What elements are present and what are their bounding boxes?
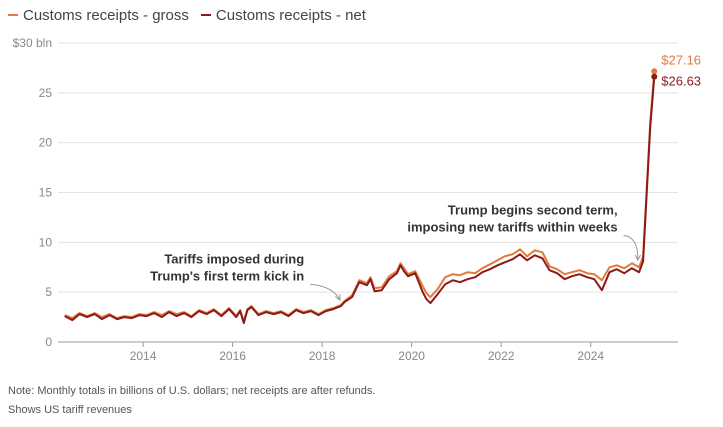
- annotations: Tariffs imposed during Trump's first term…: [150, 202, 641, 302]
- series-end-point-net: [651, 73, 658, 80]
- y-tick-label: 10: [39, 235, 53, 249]
- legend: Customs receipts - gross Customs receipt…: [8, 4, 378, 26]
- y-tick-label: 20: [39, 136, 53, 150]
- x-tick-label: 2024: [577, 349, 604, 363]
- annotation-text: Trump's first term kick in: [150, 268, 304, 283]
- series-line-net: [64, 76, 656, 325]
- annotation-arrow-line: [310, 283, 341, 301]
- series-end-point-gross: [651, 68, 658, 75]
- legend-label-gross: Customs receipts - gross: [23, 6, 189, 24]
- x-tick-label: 2022: [488, 349, 515, 363]
- footnote: Note: Monthly totals in billions of U.S.…: [8, 385, 376, 397]
- x-tick-label: 2020: [398, 349, 425, 363]
- series-line-gross: [64, 71, 656, 323]
- legend-item-gross: Customs receipts - gross: [8, 7, 189, 24]
- x-tick-label: 2014: [130, 349, 157, 363]
- y-axis: $30 bln 0 5 10 15 20 25: [13, 36, 53, 349]
- annotation-arrow-head: [634, 254, 641, 262]
- y-tick-label: 25: [39, 86, 53, 100]
- annotation-text: Trump begins second term,: [448, 202, 618, 217]
- legend-label-net: Customs receipts - net: [215, 6, 366, 24]
- series-lines: $27.16 $26.63: [64, 52, 701, 325]
- x-tick-label: 2016: [219, 349, 246, 363]
- legend-item-net: Customs receipts - net: [200, 6, 366, 24]
- legend-swatch-gross: [8, 14, 18, 16]
- y-tick-label: 5: [45, 285, 52, 299]
- annotation-text: Tariffs imposed during: [164, 251, 304, 266]
- y-tick-label-top: $30 bln: [13, 36, 52, 50]
- grid-lines: [58, 42, 678, 343]
- source-note: Shows US tariff revenues: [8, 404, 132, 416]
- annotation-arrow-line: [623, 234, 639, 261]
- y-tick-label: 15: [39, 186, 53, 200]
- data-label-net: $26.63: [661, 74, 701, 89]
- x-tick-label: 2018: [309, 349, 336, 363]
- legend-swatch-net: [200, 14, 211, 16]
- annotation-text: imposing new tariffs within weeks: [407, 219, 617, 234]
- data-label-gross: $27.16: [661, 52, 701, 67]
- x-axis: 2014 2016 2018 2020 2022 2024: [130, 342, 604, 363]
- annotation-arrow-head: [334, 294, 341, 302]
- y-tick-label: 0: [45, 335, 52, 349]
